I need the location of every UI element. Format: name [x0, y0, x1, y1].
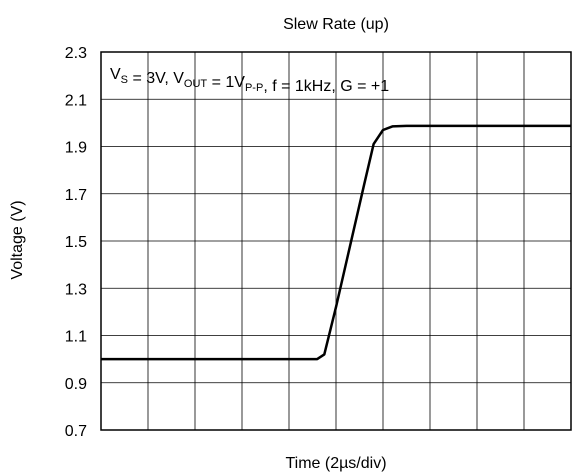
y-tick-label: 1.7 [65, 187, 87, 204]
annotation-subscript: S [121, 74, 128, 86]
grid-lines [101, 52, 571, 430]
y-tick-label: 2.1 [65, 92, 87, 109]
y-tick-label: 1.1 [65, 329, 87, 346]
annotation-text: = 1V [207, 74, 245, 91]
y-tick-label: 2.3 [65, 45, 87, 62]
voltage-trace [101, 124, 571, 361]
test-conditions-annotation: VS = 3V, VOUT = 1VP-P, f = 1kHz, G = +1 [110, 66, 389, 95]
y-tick-labels: 0.7 0.9 1.1 1.3 1.5 1.7 1.9 2.1 2.3 [65, 45, 87, 440]
x-axis-label: Time (2µs/div) [285, 455, 386, 472]
y-tick-label: 1.9 [65, 140, 87, 157]
annotation-text: , f = 1kHz, G = +1 [263, 78, 389, 95]
y-axis-label: Voltage (V) [9, 200, 26, 279]
plot-frame [100, 51, 572, 431]
y-tick-label: 0.9 [65, 376, 87, 393]
y-tick-label: 0.7 [65, 423, 87, 440]
annotation-subscript: P-P [245, 82, 263, 94]
chart-title: Slew Rate (up) [283, 16, 389, 33]
y-tick-label: 1.5 [65, 234, 87, 251]
annotation-text: = 3V, V [128, 70, 184, 87]
annotation-subscript: OUT [184, 78, 208, 90]
y-tick-label: 1.3 [65, 281, 87, 298]
annotation-text: V [110, 66, 121, 83]
